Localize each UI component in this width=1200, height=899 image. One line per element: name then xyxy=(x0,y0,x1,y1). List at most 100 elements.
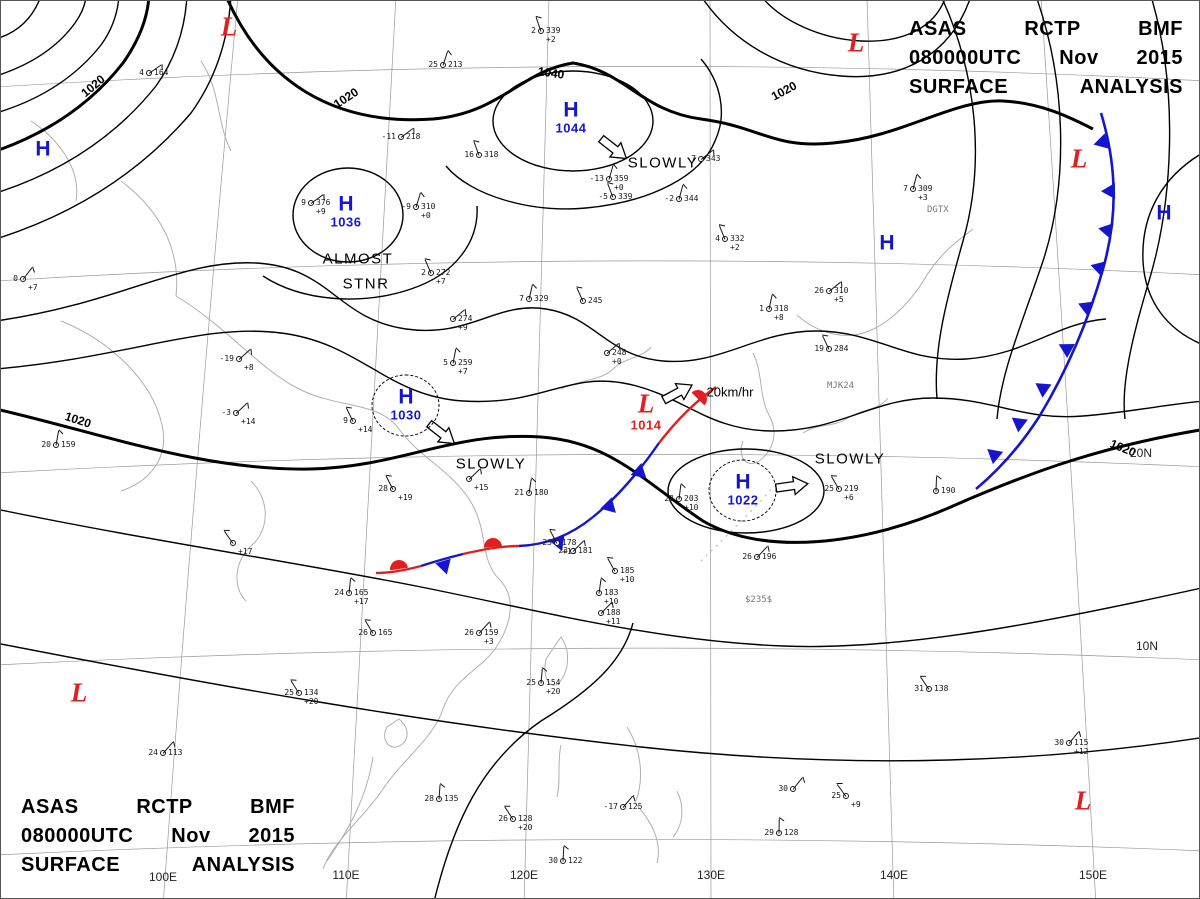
motion-label: SLOWLY xyxy=(814,450,886,468)
low-center: L xyxy=(848,29,865,57)
station-pressure: 274 xyxy=(458,314,473,323)
station-temperature: 25 xyxy=(824,484,834,493)
station-tendency: +5 xyxy=(834,295,844,304)
station-tendency: +0 xyxy=(421,211,431,220)
motion-label: SLOWLY xyxy=(455,455,527,473)
station-pressure: 219 xyxy=(844,484,859,493)
chart-id: ASAS RCTP BMF xyxy=(909,18,1183,40)
high-symbol: H xyxy=(1156,201,1172,225)
chart-type: SURFACE ANALYSIS xyxy=(21,854,295,876)
station-temperature: -11 xyxy=(381,132,396,141)
station-temperature: 4 xyxy=(715,234,720,243)
station-tendency: +7 xyxy=(28,283,38,292)
low-symbol: L xyxy=(220,11,238,42)
latitude-label: 10N xyxy=(1135,639,1159,653)
pressure-value: 1036 xyxy=(330,214,362,230)
wind-barb-icon xyxy=(223,530,234,544)
station-pressure: 134 xyxy=(304,688,319,697)
longitude-label: 100E xyxy=(148,870,178,884)
station-tendency: +7 xyxy=(458,367,468,376)
station-tendency: +3 xyxy=(484,637,494,646)
station-pressure: 154 xyxy=(546,678,561,687)
station-temperature: 28 xyxy=(378,484,388,493)
station-temperature: 25 xyxy=(526,678,536,687)
station-temperature: 24 xyxy=(334,588,344,597)
longitude-label: 140E xyxy=(879,868,909,882)
station-temperature: 9 xyxy=(343,416,348,425)
station-temperature: 29 xyxy=(764,828,774,837)
station-pressure: 259 xyxy=(458,358,473,367)
station-tendency: +20 xyxy=(546,687,561,696)
station-pressure: 376 xyxy=(316,198,331,207)
high-center-1030: H 1030 xyxy=(371,374,440,437)
station-temperature: 23 xyxy=(664,494,674,503)
weak-center-dashed-circle-icon xyxy=(371,374,440,437)
high-center-1022: H 1022 xyxy=(708,459,777,522)
station-pressure: 181 xyxy=(578,546,593,555)
chart-type: SURFACE ANALYSIS xyxy=(909,76,1183,98)
title-block-bottom-left: ASAS RCTP BMF 080000UTC Nov 2015 SURFACE… xyxy=(21,793,295,880)
station-id-label: $235$ xyxy=(745,595,773,605)
station-id-label: DGTX xyxy=(927,205,949,215)
station-temperature: 7 xyxy=(903,184,908,193)
station-temperature: 0 xyxy=(13,274,18,283)
station-pressure: 183 xyxy=(604,588,619,597)
station-temperature: 4 xyxy=(139,68,144,77)
station-pressure: 248 xyxy=(612,348,627,357)
station-temperature: 16 xyxy=(464,150,474,159)
station-temperature: 5 xyxy=(443,358,448,367)
pressure-value: 1014 xyxy=(630,417,662,433)
station-temperature: 19 xyxy=(814,344,824,353)
station-pressure: 190 xyxy=(941,486,956,495)
stationary-front-icon xyxy=(375,386,717,575)
station-pressure: 310 xyxy=(421,202,436,211)
station-tendency: +11 xyxy=(606,617,621,626)
wind-barb-icon xyxy=(238,349,251,360)
station-temperature: 31 xyxy=(914,684,924,693)
station-temperature: -5 xyxy=(598,192,608,201)
station-tendency: +20 xyxy=(518,823,533,832)
station-tendency: +19 xyxy=(398,493,413,502)
weak-center-dashed-circle-icon xyxy=(708,459,777,522)
station-tendency: +17 xyxy=(238,547,253,556)
motion-label: ALMOST xyxy=(322,250,394,268)
arrow-h1022-icon xyxy=(774,475,810,496)
low-center-1014: L 1014 xyxy=(630,390,662,433)
station-temperature: 9 xyxy=(301,198,306,207)
high-symbol: H xyxy=(563,98,579,122)
station-tendency: +0 xyxy=(612,357,622,366)
station-pressure: 284 xyxy=(834,344,849,353)
pressure-value: 1044 xyxy=(555,120,587,136)
isobars-bold xyxy=(1,1,1199,544)
station-pressure: 196 xyxy=(762,552,777,561)
station-pressure: 343 xyxy=(706,154,721,163)
station-pressure: 309 xyxy=(918,184,933,193)
station-pressure: 135 xyxy=(444,794,459,803)
station-pressure: 272 xyxy=(436,268,451,277)
title-block-top-right: ASAS RCTP BMF 080000UTC Nov 2015 SURFACE… xyxy=(909,15,1183,102)
station-pressure: 138 xyxy=(934,684,949,693)
station-pressure: 128 xyxy=(518,814,533,823)
station-temperature: 7 xyxy=(519,294,524,303)
station-pressure: 339 xyxy=(618,192,633,201)
high-symbol: H xyxy=(879,231,895,255)
station-pressure: 178 xyxy=(562,538,577,547)
station-temperature: 21 xyxy=(514,488,524,497)
low-symbol: L xyxy=(1070,143,1088,174)
station-tendency: +20 xyxy=(304,697,319,706)
longitude-label: 150E xyxy=(1078,868,1108,882)
station-temperature: 25 xyxy=(831,791,841,800)
coastlines xyxy=(30,60,974,870)
station-temperature: 30 xyxy=(1054,738,1064,747)
high-center: H xyxy=(1156,203,1171,224)
station-id-label: MJK24 xyxy=(827,381,855,391)
station-temperature: -7 xyxy=(686,154,696,163)
cold-front-east-icon xyxy=(975,112,1116,490)
movement-arrows xyxy=(425,134,810,496)
chart-datetime: 080000UTC Nov 2015 xyxy=(21,825,295,847)
station-tendency: +9 xyxy=(316,207,326,216)
station-temperature: 1 xyxy=(759,304,764,313)
isobar-label: 1020 xyxy=(768,78,800,104)
station-tendency: +0 xyxy=(614,183,624,192)
